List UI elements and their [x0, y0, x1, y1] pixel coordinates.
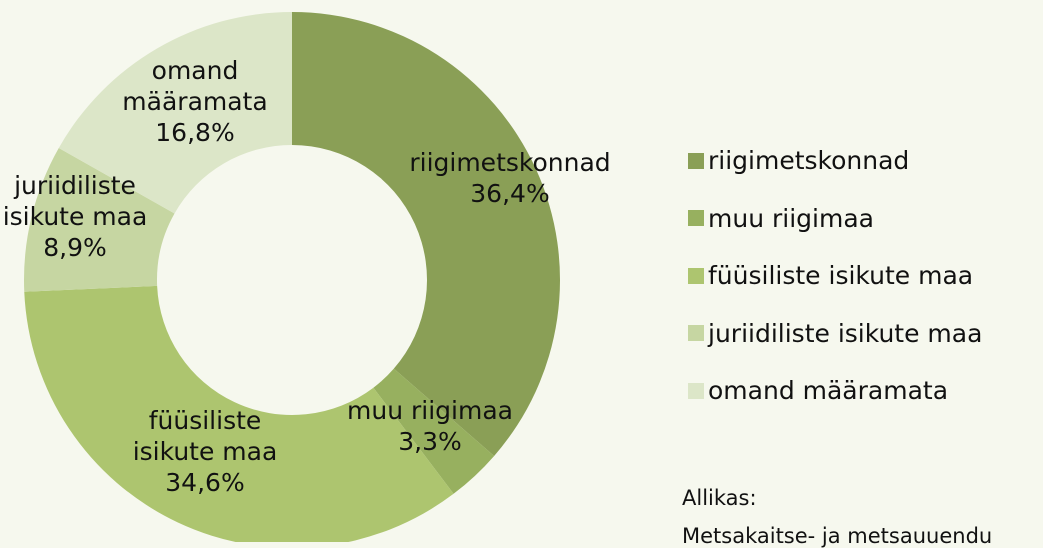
legend-item: juriidiliste isikute maa [688, 319, 982, 348]
slice-value: 3,3% [398, 427, 462, 456]
legend-label: omand määramata [708, 376, 949, 405]
slice-label: muu riigimaa 3,3% [320, 395, 540, 457]
legend-label: juriidiliste isikute maa [708, 318, 983, 348]
legend-swatch [688, 382, 704, 399]
donut-segment [58, 12, 292, 214]
source-label: Allikas: [682, 486, 757, 510]
legend-item: füüsiliste isikute maa [688, 261, 973, 290]
slice-value: 8,9% [43, 233, 107, 262]
slice-label: omand määramata 16,8% [115, 55, 275, 148]
legend-label: riigimetskonnad [708, 146, 910, 175]
legend-swatch [688, 152, 704, 169]
slice-label: füüsiliste isikute maa 34,6% [105, 405, 305, 498]
legend-label: muu riigimaa [708, 203, 874, 233]
legend-swatch [688, 267, 704, 284]
legend-swatch [688, 210, 704, 226]
legend-swatch [688, 325, 704, 341]
source: Metsakaitse- ja metsauuendu [682, 524, 993, 548]
donut-segment [292, 12, 561, 456]
legend-item: muu riigimaa [688, 204, 874, 233]
slice-value: 16,8% [155, 118, 235, 147]
legend-item: omand määramata [688, 376, 948, 405]
slice-label: riigimetskonnad 36,4% [380, 147, 640, 209]
donut-segment [373, 368, 495, 494]
slice-label: juriidiliste isikute maa 8,9% [0, 170, 165, 263]
slice-name: juriidiliste isikute maa [2, 171, 148, 231]
slice-name: füüsiliste isikute maa [132, 406, 278, 466]
slice-name: muu riigimaa [347, 396, 513, 425]
slice-value: 36,4% [470, 179, 550, 208]
slice-value: 34,6% [165, 468, 245, 497]
legend-label: füüsiliste isikute maa [708, 261, 974, 290]
slice-name: omand määramata [122, 56, 268, 116]
slice-name: riigimetskonnad [409, 148, 611, 177]
donut-segment [24, 147, 175, 292]
donut-segment [24, 285, 454, 542]
legend-item: riigimetskonnad [688, 146, 909, 175]
